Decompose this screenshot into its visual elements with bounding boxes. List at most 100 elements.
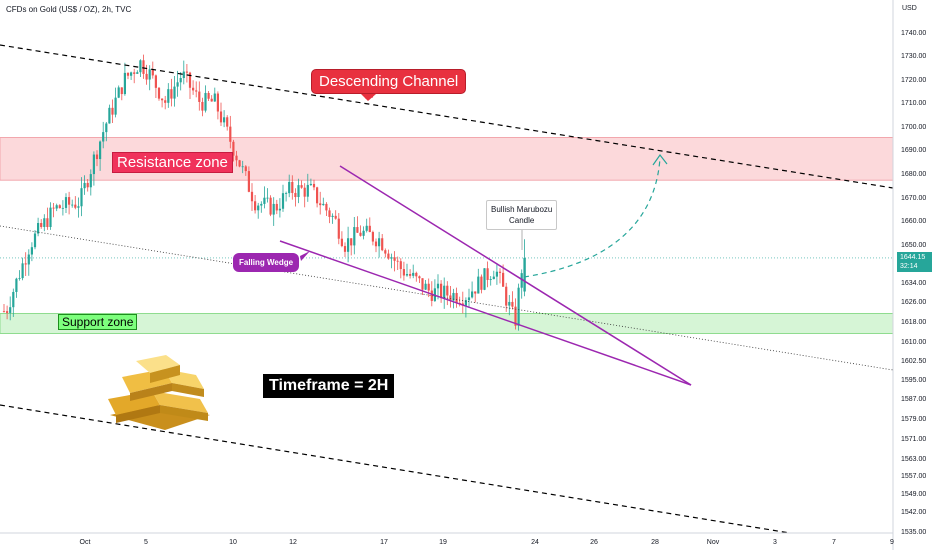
candle-body <box>368 225 371 233</box>
candle-body <box>207 92 210 99</box>
price-axis: 1740.00 1730.00 1720.00 1710.00 1700.00 1690.… <box>892 0 926 550</box>
candle-body <box>409 274 412 276</box>
candle-body <box>43 218 46 227</box>
candle-body <box>477 276 480 294</box>
y-tick-label: 1680.00 <box>901 171 926 178</box>
candle-body <box>198 91 201 102</box>
x-tick-label: 19 <box>439 539 447 546</box>
candle-body <box>418 276 421 279</box>
candle-body <box>303 187 306 197</box>
bar-countdown: 32:14 <box>900 263 918 270</box>
y-tick-label: 1557.00 <box>901 473 926 480</box>
y-tick-label: 1595.00 <box>901 377 926 384</box>
candle-body <box>291 181 294 193</box>
candle-body <box>331 215 334 217</box>
candle-body <box>223 117 226 123</box>
x-tick-label: 5 <box>144 539 148 546</box>
candle-body <box>173 86 176 99</box>
candle-body <box>6 311 9 313</box>
candle-body <box>167 89 170 103</box>
candle-body <box>502 272 505 287</box>
candle-body <box>111 107 114 115</box>
candle-body <box>297 185 300 198</box>
candle-body <box>30 247 33 255</box>
candle-body <box>381 238 384 251</box>
time-axis: Oct 5 10 12 17 19 24 26 28 Nov 3 7 9 <box>0 532 894 546</box>
candle-body <box>427 283 430 291</box>
y-tick-label: 1740.00 <box>901 30 926 37</box>
candle-body <box>114 97 117 115</box>
y-tick-label: 1710.00 <box>901 100 926 107</box>
candle-body <box>505 286 508 306</box>
last-price-value: 1644.15 <box>900 254 926 261</box>
zones <box>0 137 894 334</box>
candle-body <box>229 126 232 142</box>
candle-body <box>511 301 514 307</box>
candle-body <box>235 155 238 161</box>
candle-body <box>452 292 455 301</box>
candle-body <box>495 271 498 277</box>
x-tick-label: 17 <box>380 539 388 546</box>
candle-body <box>269 197 272 215</box>
candle-body <box>192 87 195 91</box>
y-tick-label: 1660.00 <box>901 218 926 225</box>
candle-body <box>71 204 74 206</box>
candle-body <box>378 238 381 247</box>
candle-body <box>213 93 216 102</box>
candle-body <box>309 183 312 185</box>
candle-body <box>130 72 133 76</box>
candle-body <box>157 87 161 99</box>
y-tick-label: 1700.00 <box>901 124 926 131</box>
candle-body <box>9 307 12 313</box>
y-tick-label: 1670.00 <box>901 195 926 202</box>
candle-body <box>486 268 489 280</box>
gold-bar <box>108 391 160 415</box>
candle-body <box>117 87 120 98</box>
candle-body <box>415 272 418 277</box>
candle-body <box>325 203 328 211</box>
support-zone-label: Support zone <box>58 314 138 330</box>
candle-body <box>182 71 185 79</box>
candle-body <box>154 75 157 88</box>
candle-body <box>480 276 483 290</box>
y-tick-label: 1587.00 <box>901 396 926 403</box>
candle-body <box>27 254 30 265</box>
channel-upper-line <box>0 44 894 189</box>
gold-bar <box>152 391 208 413</box>
candle-body <box>210 98 213 102</box>
candle-body <box>58 205 61 209</box>
wedge-callout-tail <box>300 251 310 261</box>
candle-body <box>300 185 303 188</box>
candle-body <box>2 311 6 312</box>
gold-bar-side <box>130 383 172 401</box>
x-tick-label: 9 <box>890 539 894 546</box>
candle-body <box>148 69 151 80</box>
candle-body <box>133 72 136 74</box>
x-tick-label: 26 <box>590 539 598 546</box>
candle-body <box>49 207 52 228</box>
gold-bar <box>136 355 180 373</box>
candle-body <box>424 283 427 290</box>
candle-body <box>446 285 449 296</box>
candle-body <box>120 87 123 95</box>
candle-body <box>247 171 250 192</box>
candle-body <box>359 232 362 236</box>
candle-body <box>492 276 495 280</box>
candle-body <box>312 183 316 188</box>
gold-bar-side <box>160 405 208 421</box>
candle-body <box>21 263 24 279</box>
candle-body <box>285 193 288 194</box>
candle-body <box>46 218 49 228</box>
candle-body <box>356 227 359 233</box>
candle-body <box>353 227 356 246</box>
bullish-marubozu-line1: Bullish Marubozu <box>491 205 553 214</box>
x-tick-label: 7 <box>832 539 836 546</box>
candle-body <box>343 246 347 252</box>
dotted-trendline <box>0 225 894 371</box>
x-tick-label: 10 <box>229 539 237 546</box>
candle-body <box>430 290 433 301</box>
candle-body <box>61 207 64 209</box>
candle-body <box>250 191 254 202</box>
candle-body <box>37 223 40 234</box>
